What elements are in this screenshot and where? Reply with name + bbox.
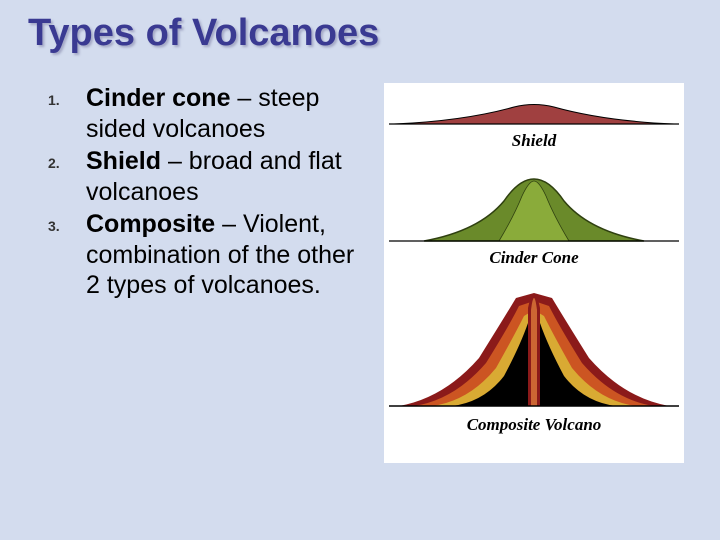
composite-vent-inner bbox=[531, 298, 537, 406]
composite-panel: Composite Volcano bbox=[384, 288, 684, 435]
composite-diagram bbox=[384, 288, 684, 413]
list-item: 2. Shield – broad and flat volcanoes bbox=[48, 146, 364, 207]
list-text: Composite – Violent, combination of the … bbox=[86, 209, 364, 301]
composite-label: Composite Volcano bbox=[384, 415, 684, 435]
shield-label: Shield bbox=[384, 131, 684, 151]
slide: Types of Volcanoes 1. Cinder cone – stee… bbox=[0, 0, 720, 540]
list-item: 1. Cinder cone – steep sided volcanoes bbox=[48, 83, 364, 144]
list-text: Cinder cone – steep sided volcanoes bbox=[86, 83, 364, 144]
shield-shape bbox=[394, 105, 674, 125]
content-row: 1. Cinder cone – steep sided volcanoes 2… bbox=[34, 83, 696, 463]
cinder-label: Cinder Cone bbox=[384, 248, 684, 268]
volcano-figure: Shield Cinder Cone bbox=[384, 83, 684, 463]
shield-panel: Shield bbox=[384, 89, 684, 151]
list-number: 2. bbox=[48, 146, 86, 207]
shield-diagram bbox=[384, 89, 684, 129]
list-number: 1. bbox=[48, 83, 86, 144]
text-column: 1. Cinder cone – steep sided volcanoes 2… bbox=[34, 83, 364, 463]
list-text: Shield – broad and flat volcanoes bbox=[86, 146, 364, 207]
cinder-diagram bbox=[384, 171, 684, 246]
page-title: Types of Volcanoes bbox=[28, 12, 696, 55]
cinder-panel: Cinder Cone bbox=[384, 171, 684, 268]
list-item: 3. Composite – Violent, combination of t… bbox=[48, 209, 364, 301]
list-number: 3. bbox=[48, 209, 86, 301]
